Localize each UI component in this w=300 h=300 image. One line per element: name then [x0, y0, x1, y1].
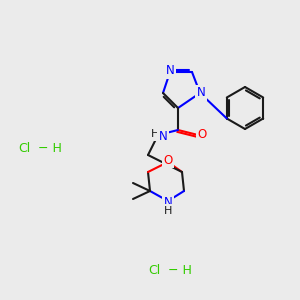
Text: N: N [166, 64, 174, 77]
Text: H: H [151, 129, 159, 139]
Text: Cl: Cl [148, 263, 160, 277]
Text: O: O [164, 154, 172, 166]
Text: Cl: Cl [18, 142, 30, 154]
Text: − H: − H [164, 263, 192, 277]
Text: N: N [159, 130, 167, 142]
Text: O: O [197, 128, 207, 142]
Text: H: H [164, 206, 172, 216]
Text: N: N [164, 196, 172, 208]
Text: N: N [196, 86, 206, 100]
Text: − H: − H [34, 142, 62, 154]
